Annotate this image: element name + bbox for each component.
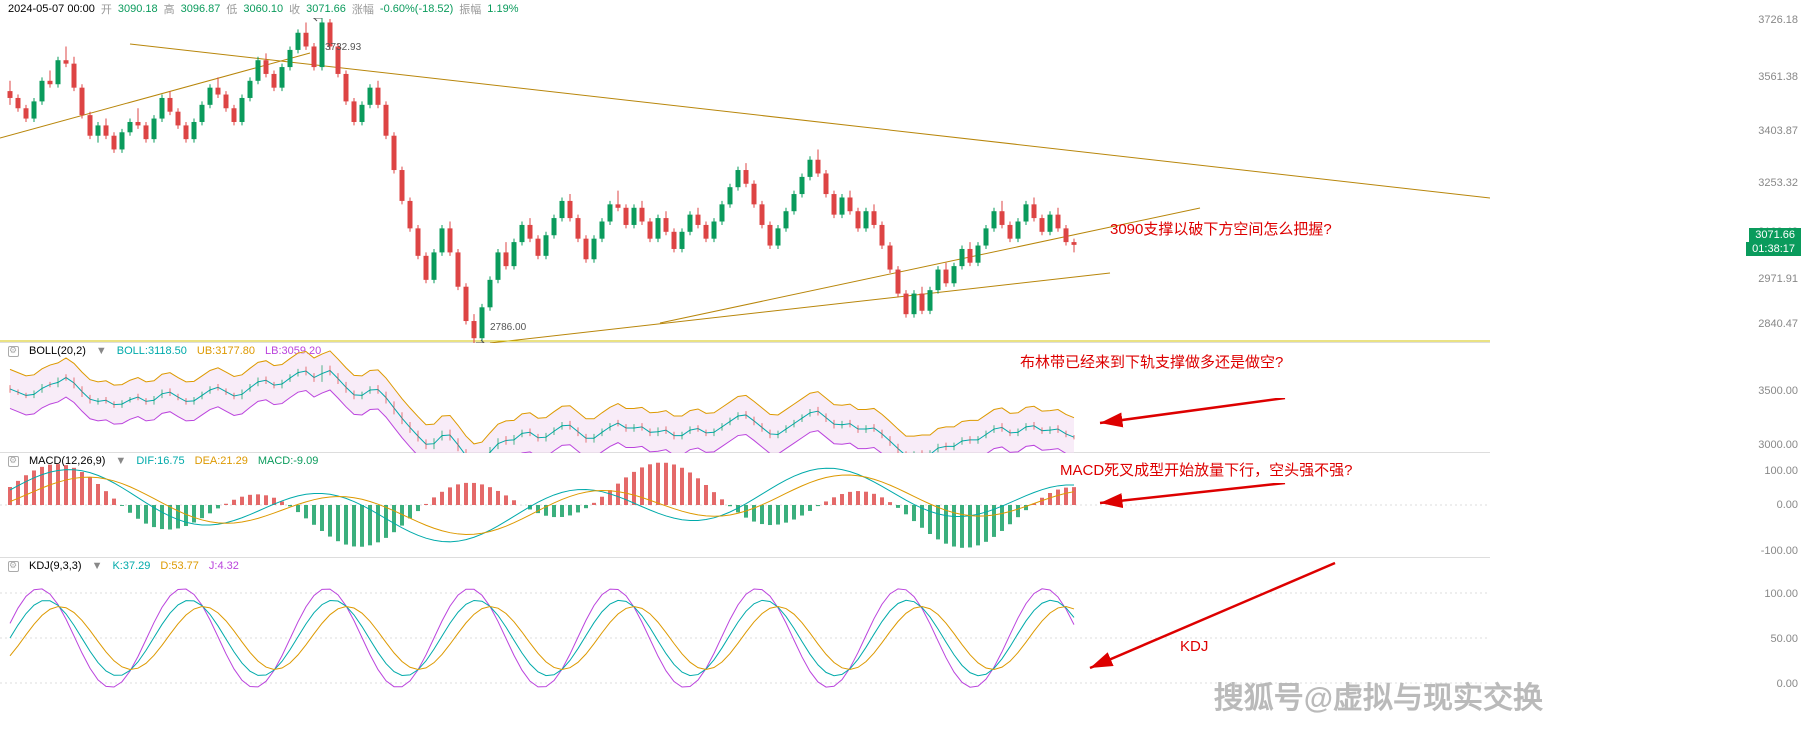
high-label: 高 bbox=[164, 1, 175, 17]
change-value: -0.60%(-18.52) bbox=[380, 3, 453, 15]
arrow-icon bbox=[1095, 398, 1295, 448]
low-label: 低 bbox=[226, 1, 237, 17]
high-price-label: 3732.93 bbox=[325, 42, 361, 53]
arrow-icon bbox=[1095, 483, 1295, 533]
amplitude-value: 1.19% bbox=[487, 3, 518, 15]
change-label: 涨幅 bbox=[352, 1, 374, 17]
high-value: 3096.87 bbox=[181, 3, 221, 15]
main-y-axis: 3726.183561.383403.873253.323109.432971.… bbox=[1733, 18, 1803, 343]
current-price-tag: 3071.66 bbox=[1749, 228, 1801, 242]
countdown-tag: 01:38:17 bbox=[1746, 242, 1801, 256]
macd-annotation: MACD死叉成型开始放量下行，空头强不强? bbox=[1060, 459, 1353, 480]
main-annotation: 3090支撑以破下方空间怎么把握? bbox=[1110, 218, 1332, 239]
main-panel[interactable]: 3090支撑以破下方空间怎么把握? 3732.93 2786.00 bbox=[0, 18, 1490, 343]
watermark: 搜狐号@虚拟与现实交换 bbox=[1214, 673, 1543, 717]
boll-annotation: 布林带已经来到下轨支撑做多还是做空? bbox=[1020, 351, 1283, 372]
close-value: 3071.66 bbox=[306, 3, 346, 15]
ohlc-header: 2024-05-07 00:00 开 3090.18 高 3096.87 低 3… bbox=[8, 0, 519, 18]
macd-y-axis: 100.000.00-100.00 bbox=[1733, 453, 1803, 558]
datetime: 2024-05-07 00:00 bbox=[8, 3, 95, 15]
open-label: 开 bbox=[101, 1, 112, 17]
kdj-y-axis: 100.0050.000.00 bbox=[1733, 558, 1803, 708]
trading-chart: 2024-05-07 00:00 开 3090.18 高 3096.87 低 3… bbox=[0, 0, 1803, 742]
candlestick-chart[interactable] bbox=[0, 18, 1490, 343]
boll-panel[interactable]: BOLL(20,2) ▼ BOLL:3118.50 UB:3177.80 LB:… bbox=[0, 343, 1490, 453]
boll-y-axis: 3500.003000.00 bbox=[1733, 343, 1803, 453]
low-value: 3060.10 bbox=[243, 3, 283, 15]
arrow-icon bbox=[1085, 558, 1345, 678]
open-value: 3090.18 bbox=[118, 3, 158, 15]
macd-panel[interactable]: MACD(12,26,9) ▼ DIF:16.75 DEA:21.29 MACD… bbox=[0, 453, 1490, 558]
low-price-label: 2786.00 bbox=[490, 322, 526, 333]
close-label: 收 bbox=[289, 1, 300, 17]
amplitude-label: 振幅 bbox=[459, 1, 481, 17]
